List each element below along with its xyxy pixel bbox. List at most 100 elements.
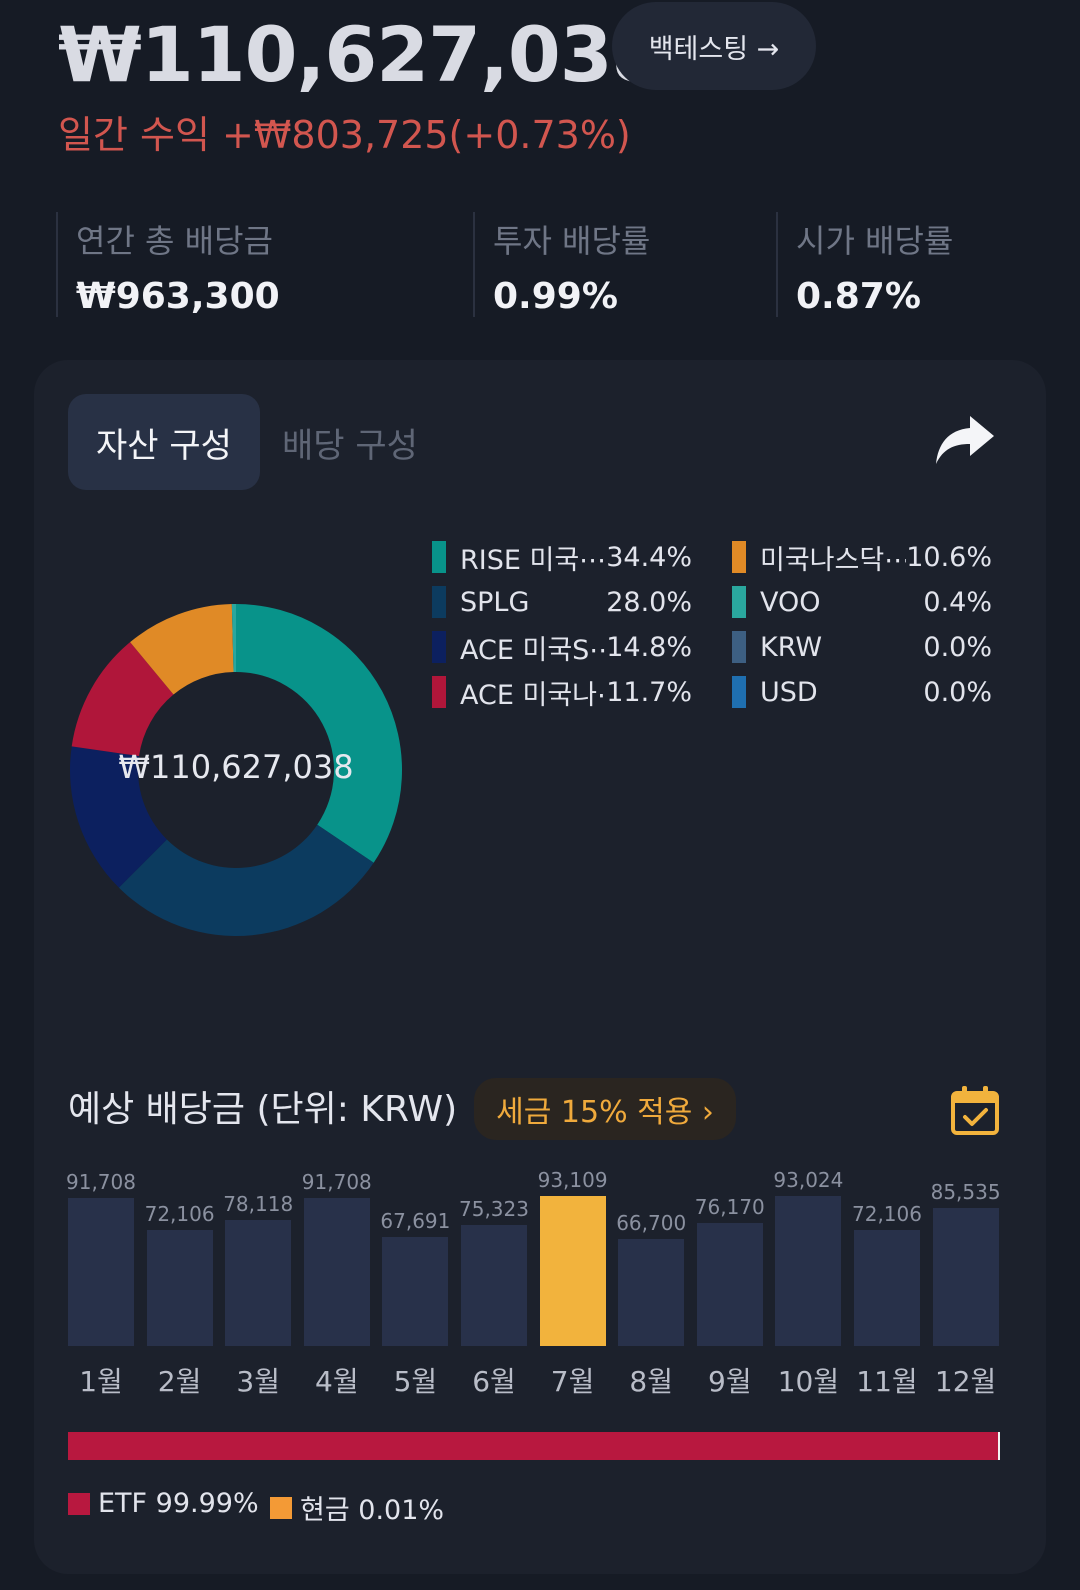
legend-swatch	[432, 541, 446, 573]
dividend-bar-value: 75,323	[459, 1196, 529, 1221]
total-value: ₩110,627,038	[58, 10, 664, 99]
dividend-section-title: 예상 배당금 (단위: KRW)	[68, 1089, 458, 1130]
legend-swatch	[732, 676, 746, 708]
ratio-legend-cash: 현금 0.01%	[270, 1488, 444, 1527]
cash-ratio-segment	[998, 1432, 1000, 1460]
donut-slice-2[interactable]	[69, 746, 167, 888]
stat-value: 0.87%	[796, 276, 921, 317]
ratio-label: 현금 0.01%	[300, 1495, 445, 1526]
dividend-bar-value: 72,106	[852, 1201, 922, 1226]
month-label: 4월	[315, 1365, 359, 1398]
legend-name: KRW	[760, 631, 823, 663]
month-label: 5월	[393, 1365, 438, 1398]
dividend-bar[interactable]	[146, 1229, 213, 1346]
backtest-button[interactable]: 백테스팅 →	[612, 2, 816, 90]
allocation-donut-chart	[69, 604, 402, 936]
stat-annual-dividend: 연간 총 배당금 ₩963,300	[56, 212, 466, 317]
legend-percent: 14.8%	[606, 631, 692, 663]
dividend-bar[interactable]	[461, 1224, 527, 1346]
month-label: 7월	[550, 1365, 595, 1398]
stat-label: 투자 배당률	[493, 222, 651, 260]
daily-return: 일간 수익 +₩803,725(+0.73%)	[58, 113, 631, 157]
legend-item[interactable]: 미국나스닥⋯ 10.6%	[732, 540, 992, 576]
legend-name: USD	[760, 676, 818, 708]
legend-swatch	[432, 676, 446, 708]
legend-name: RISE 미국⋯	[460, 544, 607, 576]
composition-card: 자산 구성 배당 구성 ₩110,627,038 RISE 미국⋯ 34.4% SP…	[34, 360, 1046, 1574]
dividend-bar-value: 72,106	[144, 1201, 215, 1226]
month-label: 12월	[934, 1365, 997, 1398]
donut-slice-4[interactable]	[130, 604, 234, 695]
dividend-bar-value: 93,109	[537, 1168, 608, 1192]
legend-percent: 0.0%	[923, 676, 992, 708]
tax-toggle-button[interactable]: 세금 15% 적용 ›	[474, 1078, 736, 1140]
tab-dividend-composition[interactable]: 배당 구성	[282, 425, 418, 466]
ratio-swatch	[68, 1492, 90, 1515]
stat-market-yield: 시가 배당률 0.87%	[776, 212, 1076, 317]
legend-name: ACE 미국나⋯	[460, 679, 606, 711]
dividend-source-ratio-bar	[68, 1432, 1000, 1460]
legend-percent: 0.0%	[923, 631, 992, 663]
stat-investment-yield: 투자 배당률 0.99%	[473, 212, 773, 317]
dividend-bar[interactable]	[696, 1223, 763, 1346]
legend-item[interactable]: USD 0.0%	[732, 675, 992, 709]
month-label: 2월	[157, 1365, 202, 1398]
legend-item[interactable]: KRW 0.0%	[732, 630, 992, 664]
legend-item[interactable]: ACE 미국S⋯ 14.8%	[432, 630, 692, 666]
dividend-bar[interactable]	[539, 1196, 606, 1346]
stat-value: ₩963,300	[76, 276, 280, 317]
legend-name: 미국나스닥⋯	[760, 544, 907, 576]
dividend-bar-value: 67,691	[380, 1208, 451, 1233]
month-label: 8월	[629, 1365, 673, 1398]
legend-percent: 34.4%	[606, 541, 692, 573]
month-label: 6월	[472, 1365, 516, 1398]
donut-slice-1[interactable]	[118, 824, 374, 936]
donut-slice-3[interactable]	[71, 642, 174, 757]
dividend-bar[interactable]	[854, 1229, 920, 1346]
ratio-legend-etf: ETF 99.99%	[68, 1488, 259, 1519]
stat-label: 연간 총 배당금	[76, 222, 273, 260]
legend-swatch	[732, 541, 746, 573]
legend-percent: 0.4%	[923, 586, 992, 618]
allocation-legend: RISE 미국⋯ 34.4% SPLG 28.0% ACE 미국S⋯ 14.8% ACE 미…	[432, 540, 1012, 730]
legend-item[interactable]: ACE 미국나⋯11.7%	[432, 675, 692, 711]
legend-percent: 11.7%	[606, 676, 692, 708]
legend-swatch	[432, 586, 446, 618]
dividend-bar[interactable]	[225, 1220, 292, 1346]
dividend-bar[interactable]	[382, 1236, 449, 1346]
share-icon[interactable]	[934, 414, 996, 466]
month-label: 11월	[856, 1365, 918, 1398]
legend-item[interactable]: VOO 0.4%	[732, 585, 992, 619]
month-label: 9월	[708, 1365, 752, 1398]
dividend-bar-value: 78,118	[223, 1192, 294, 1217]
dividend-bar-value: 76,170	[694, 1195, 765, 1220]
stat-value: 0.99%	[493, 276, 618, 317]
dividend-bar[interactable]	[932, 1208, 999, 1346]
donut-slice-0[interactable]	[236, 604, 402, 863]
legend-name: VOO	[760, 586, 821, 618]
dividend-bar[interactable]	[618, 1238, 685, 1346]
ratio-swatch	[270, 1496, 292, 1519]
dividend-bar-value: 91,708	[66, 1170, 136, 1195]
stat-label: 시가 배당률	[796, 222, 954, 260]
calendar-icon[interactable]	[950, 1084, 1000, 1136]
dividend-bar[interactable]	[775, 1196, 842, 1346]
tab-asset-composition[interactable]: 자산 구성	[68, 394, 260, 490]
legend-percent: 28.0%	[606, 586, 692, 618]
month-label: 3월	[236, 1365, 280, 1398]
dividend-bar-value: 66,700	[616, 1210, 687, 1235]
legend-percent: 10.6%	[906, 541, 992, 573]
dividend-bar[interactable]	[68, 1198, 134, 1346]
dividend-bar[interactable]	[303, 1198, 370, 1346]
dividend-bar-value: 93,024	[773, 1168, 844, 1193]
legend-item[interactable]: RISE 미국⋯ 34.4%	[432, 540, 692, 576]
legend-name: SPLG	[460, 586, 530, 618]
legend-swatch	[732, 586, 746, 618]
legend-name: ACE 미국S⋯	[460, 634, 607, 666]
donut-slice-5[interactable]	[231, 604, 236, 673]
monthly-dividend-chart: 91,708 1월 72,106 2월 78,118 3월 91,708 4월 67,691 5월…	[34, 1150, 1046, 1410]
legend-item[interactable]: SPLG 28.0%	[432, 585, 692, 619]
dividend-bar-value: 85,535	[930, 1180, 1001, 1205]
legend-swatch	[732, 631, 746, 663]
